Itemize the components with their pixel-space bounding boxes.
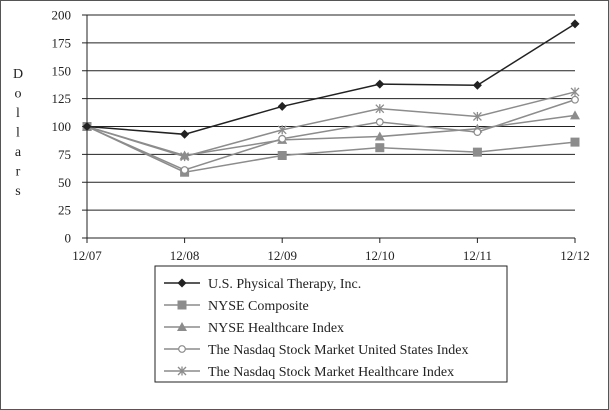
legend-label: NYSE Composite xyxy=(208,299,309,314)
legend-item: The Nasdaq Stock Market Healthcare Index xyxy=(164,365,454,380)
marker-triangle xyxy=(374,131,385,141)
x-tick-labels: 12/07 12/08 12/09 12/10 12/11 12/12 xyxy=(72,248,590,263)
marker-circle xyxy=(180,166,189,174)
legend-item: U.S. Physical Therapy, Inc. xyxy=(164,277,361,292)
series-0 xyxy=(82,19,580,139)
marker-star xyxy=(570,87,580,97)
y-tick-label: 200 xyxy=(52,8,72,23)
marker-circle xyxy=(375,118,384,126)
series-3 xyxy=(83,95,579,174)
marker-square xyxy=(570,137,580,147)
x-tick-label: 12/10 xyxy=(365,248,395,263)
marker-circle xyxy=(571,95,579,104)
y-tick-labels: 0 25 50 75 100 125 150 175 200 xyxy=(52,8,72,246)
y-tick-label: 100 xyxy=(52,119,72,134)
marker-diamond xyxy=(472,80,482,90)
legend-label: The Nasdaq Stock Market United States In… xyxy=(208,343,469,358)
marker-triangle xyxy=(177,322,187,331)
y-tick-label: 25 xyxy=(58,203,71,218)
legend-item: NYSE Composite xyxy=(164,299,309,314)
series xyxy=(82,19,580,177)
legend: U.S. Physical Therapy, Inc. NYSE Composit… xyxy=(154,265,508,383)
marker-diamond xyxy=(177,278,187,288)
legend-label: The Nasdaq Stock Market Healthcare Index xyxy=(208,365,454,380)
marker-square xyxy=(375,143,385,153)
x-tick-label: 12/09 xyxy=(267,248,297,263)
marker-square xyxy=(277,150,287,160)
y-tick-label: 125 xyxy=(52,91,72,106)
legend-item: NYSE Healthcare Index xyxy=(164,321,344,336)
axes xyxy=(82,14,576,243)
x-tick-label: 12/11 xyxy=(463,248,492,263)
marker-star xyxy=(277,125,287,135)
y-tick-label: 175 xyxy=(52,35,72,50)
series-line xyxy=(86,99,576,171)
y-tick-label: 50 xyxy=(58,175,71,190)
marker-circle xyxy=(278,134,287,143)
series-line xyxy=(86,125,576,173)
marker-square xyxy=(177,300,187,310)
legend-label: NYSE Healthcare Index xyxy=(208,321,344,336)
grid-lines xyxy=(87,14,575,211)
x-tick-label: 12/08 xyxy=(170,248,200,263)
marker-diamond xyxy=(375,79,385,89)
marker-star xyxy=(177,366,187,376)
y-tick-label: 0 xyxy=(65,231,72,246)
marker-diamond xyxy=(180,129,190,139)
marker-star xyxy=(472,111,482,121)
marker-diamond xyxy=(277,101,287,111)
marker-diamond xyxy=(82,122,92,131)
series-line xyxy=(86,23,576,136)
marker-star xyxy=(375,104,385,114)
legend-label: U.S. Physical Therapy, Inc. xyxy=(208,277,361,292)
x-tick-label: 12/12 xyxy=(560,248,590,263)
series-line xyxy=(86,91,576,158)
marker-triangle xyxy=(570,110,580,120)
marker-diamond xyxy=(570,19,580,29)
series-4 xyxy=(82,87,580,162)
marker-circle xyxy=(473,128,482,136)
legend-item: The Nasdaq Stock Market United States In… xyxy=(164,343,469,358)
legend-box xyxy=(154,265,508,383)
y-tick-label: 75 xyxy=(58,147,71,162)
marker-circle xyxy=(178,345,186,353)
marker-square xyxy=(472,147,482,157)
y-tick-label: 150 xyxy=(52,63,72,78)
marker-star xyxy=(180,152,190,162)
x-tick-label: 12/07 xyxy=(72,248,102,263)
